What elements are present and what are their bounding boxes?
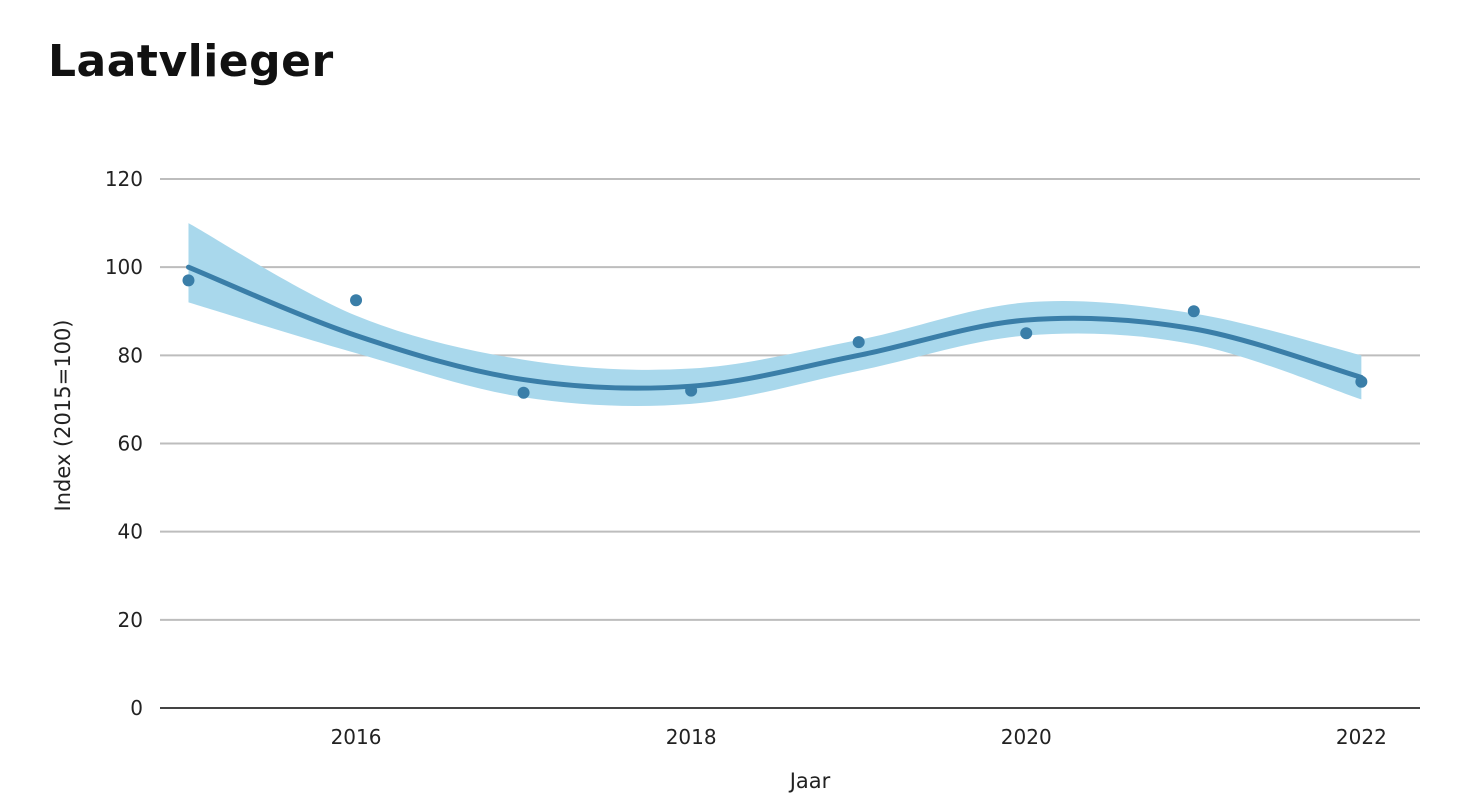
x-tick-labels: 2016 2018 2020 2022	[331, 725, 1387, 749]
x-tick-label: 2020	[1001, 725, 1052, 749]
y-tick-label: 60	[118, 432, 143, 456]
y-tick-label: 0	[130, 696, 143, 720]
x-tick-label: 2016	[331, 725, 382, 749]
y-tick-label: 20	[118, 608, 143, 632]
x-tick-label: 2022	[1336, 725, 1387, 749]
y-axis-title: Index (2015=100)	[51, 320, 75, 512]
data-point	[1020, 327, 1033, 340]
chart-title: Laatvlieger	[48, 36, 334, 87]
trend-line-layer	[185, 264, 1364, 391]
data-point	[852, 336, 865, 349]
data-point	[517, 386, 530, 399]
y-tick-label: 120	[105, 167, 143, 191]
data-point	[1187, 305, 1200, 318]
data-point	[350, 294, 363, 307]
data-point	[685, 384, 698, 397]
data-point	[1355, 375, 1368, 388]
y-tick-label: 100	[105, 255, 143, 279]
confidence-band-layer	[188, 223, 1362, 406]
x-tick-label: 2018	[666, 725, 717, 749]
y-tick-labels: 0 20 40 60 80 100 120	[105, 167, 143, 720]
trend-line	[185, 264, 1364, 391]
data-point	[182, 274, 195, 287]
gridlines	[160, 178, 1420, 709]
x-axis-title: Jaar	[788, 769, 831, 793]
y-tick-label: 40	[118, 520, 143, 544]
data-points	[182, 274, 1368, 399]
confidence-band	[188, 223, 1362, 406]
y-tick-label: 80	[118, 343, 143, 367]
